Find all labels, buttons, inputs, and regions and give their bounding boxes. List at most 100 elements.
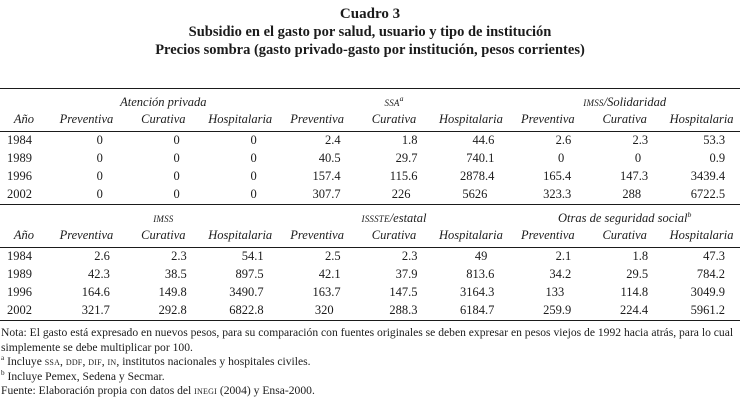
column-header: Curativa	[355, 110, 433, 132]
value-cell: 53.3	[703, 133, 726, 147]
value-cell: 292.8	[158, 303, 187, 317]
value-cell: 114.8	[620, 285, 649, 299]
value-cell: 2878.4	[459, 169, 495, 183]
value-cell: 54.1	[241, 249, 264, 263]
group-header-spacer	[0, 205, 48, 226]
value-cell: 0	[96, 169, 103, 183]
table-row: 1984 2.6 2.3 54.1 2.5 2.3 49 2.1 1.8 47.3	[0, 248, 740, 267]
column-header: Hospitalaria	[201, 226, 279, 248]
smallcaps-acronym: IN	[107, 355, 117, 369]
data-table-region: Atención privada SSAa IMSS/Solidaridad Año P…	[0, 88, 740, 321]
value-cell: 307.7	[312, 187, 341, 201]
table-header: IMSS ISSSTE/estatal Otras de seguridad soc…	[0, 205, 740, 248]
footnote-a: a Incluye SSA, DDF, DIF, IN, institutos …	[1, 355, 739, 370]
smallcaps-acronym: SSA	[44, 355, 61, 369]
value-cell: 2.3	[171, 249, 187, 263]
value-cell: 38.5	[164, 267, 187, 281]
value-cell: 0	[173, 169, 180, 183]
value-cell: 149.8	[158, 285, 187, 299]
year-cell: 1996	[7, 285, 32, 299]
value-cell: 5961.2	[690, 303, 726, 317]
column-header: Hospitalaria	[432, 110, 510, 132]
table-body: 1984 0 0 0 2.4 1.8 44.6 2.6 2.3 53.3 1989 0 0 0 40.5 29…	[0, 132, 740, 205]
value-cell: 740.1	[466, 151, 495, 165]
column-header: Año	[0, 110, 48, 132]
smallcaps-acronym: IMSS	[153, 210, 174, 225]
value-cell: 2.4	[324, 133, 341, 147]
value-cell: 2.5	[324, 249, 341, 263]
smallcaps-acronym: ISSSTE	[361, 210, 390, 225]
value-cell: 34.2	[549, 267, 572, 281]
smallcaps-acronym: SSA	[384, 94, 400, 109]
value-cell: 0	[250, 169, 257, 183]
text-run: /Solidaridad	[603, 94, 667, 109]
value-cell: 288.3	[389, 303, 418, 317]
value-cell: 165.4	[543, 169, 572, 183]
group-header: Atención privada	[48, 89, 279, 111]
value-cell: 784.2	[696, 267, 726, 281]
column-header: Hospitalaria	[432, 226, 510, 248]
column-header: Curativa	[586, 110, 664, 132]
year-cell: 1989	[7, 267, 32, 281]
table-row: 1984 0 0 0 2.4 1.8 44.6 2.6 2.3 53.3	[0, 132, 740, 151]
footnote-marker: b	[687, 209, 692, 219]
table-row: 1996 164.6 149.8 3490.7 163.7 147.5 3164.3 133 1…	[0, 284, 740, 302]
table-row: 2002 0 0 0 307.7 226 5626 323.3 288 6722.5	[0, 186, 740, 205]
value-cell: 49	[474, 249, 488, 263]
value-cell: 47.3	[703, 249, 726, 263]
footnote-marker: a	[399, 93, 404, 103]
value-cell: 3439.4	[690, 169, 726, 183]
smallcaps-acronym: DDF	[65, 355, 83, 369]
value-cell: 115.6	[389, 169, 418, 183]
value-cell: 259.9	[543, 303, 572, 317]
value-cell: 6722.5	[690, 187, 726, 201]
value-cell: 0	[96, 133, 103, 147]
group-header: IMSS	[48, 205, 279, 226]
table-row: 1989 42.3 38.5 897.5 42.1 37.9 813.6 34.2 29.5 78…	[0, 266, 740, 284]
table-lower-panel: IMSS ISSSTE/estatal Otras de seguridad soc…	[0, 205, 740, 321]
value-cell: 29.7	[395, 151, 418, 165]
smallcaps-acronym: INEGI	[194, 384, 217, 398]
value-cell: 6184.7	[459, 303, 495, 317]
table-title: Subsidio en el gasto por salud, usuario …	[188, 24, 552, 40]
group-header-spacer	[0, 89, 48, 111]
value-cell: 147.5	[389, 285, 418, 299]
table-subtitle: Precios sombra (gasto privado-gasto por …	[155, 42, 585, 58]
value-cell: 0	[634, 151, 642, 165]
value-cell: 288	[622, 187, 642, 201]
value-cell: 897.5	[235, 267, 264, 281]
value-cell: 0.9	[709, 151, 726, 165]
year-cell: 2002	[7, 187, 32, 201]
text-run: /estatal	[389, 210, 427, 225]
column-header: Preventiva	[509, 226, 587, 248]
table-header: Atención privada SSAa IMSS/Solidaridad Año P…	[0, 89, 740, 132]
value-cell: 3164.3	[459, 285, 495, 299]
note-general: Nota: El gasto está expresado en nuevos …	[1, 326, 739, 355]
table-row: 2002 321.7 292.8 6822.8 320 288.3 6184.7 259.9 2…	[0, 302, 740, 321]
text-run: ,	[60, 355, 66, 369]
text-run: Incluye	[4, 355, 45, 369]
value-cell: 1.8	[632, 249, 649, 263]
text-run: Otras de seguridad social	[558, 210, 688, 225]
year-cell: 1984	[7, 249, 32, 263]
value-cell: 323.3	[543, 187, 572, 201]
table-row: 1989 0 0 0 40.5 29.7 740.1 0 0 0.9	[0, 150, 740, 168]
column-header: Preventiva	[509, 110, 587, 132]
text-run: (2004) y Ensa-2000.	[216, 384, 315, 398]
value-cell: 0	[173, 151, 180, 165]
value-cell: 224.4	[620, 303, 649, 317]
column-header-row: Año Preventiva Curativa Hospitalaria Prevent…	[0, 110, 740, 132]
column-header: Preventiva	[278, 226, 356, 248]
year-cell: 1996	[7, 169, 32, 183]
value-cell: 226	[391, 187, 411, 201]
value-cell: 2.6	[94, 249, 110, 263]
value-cell: 813.6	[466, 267, 495, 281]
value-cell: 2.3	[632, 133, 649, 147]
value-cell: 164.6	[81, 285, 110, 299]
column-header: Preventiva	[48, 110, 125, 132]
value-cell: 157.4	[312, 169, 341, 183]
footnotes-block: Nota: El gasto está expresado en nuevos …	[0, 326, 740, 399]
group-header: SSAa	[279, 89, 510, 111]
text-run: Incluye Pemex, Sedena y Secmar.	[4, 369, 165, 383]
